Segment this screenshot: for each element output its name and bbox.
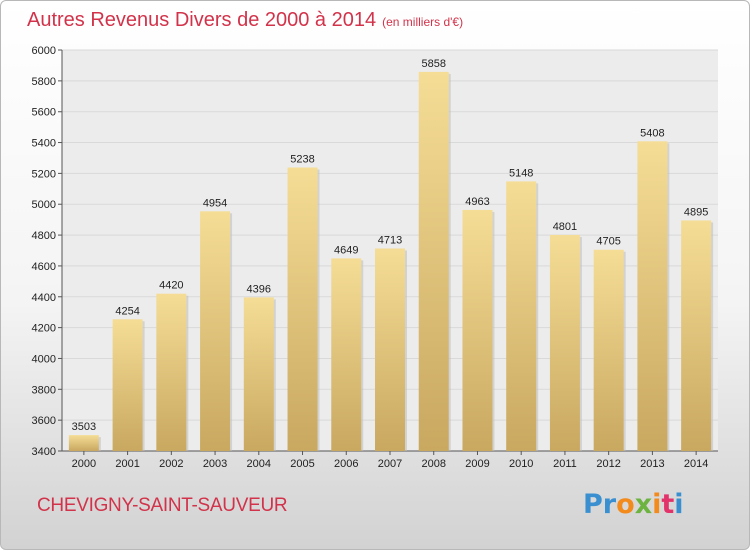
bar [156, 293, 187, 451]
logo-letter: P [583, 489, 603, 520]
bar [506, 181, 537, 452]
y-tick-label: 4400 [32, 292, 56, 304]
bar [68, 435, 99, 451]
data-label: 4801 [553, 221, 577, 233]
x-tick-label: 2011 [553, 458, 577, 470]
logo-letter: x [634, 489, 653, 520]
logo-letter: r [602, 489, 617, 520]
data-label: 4705 [596, 236, 620, 248]
x-tick-label: 2003 [203, 458, 227, 470]
y-tick-label: 3600 [32, 415, 56, 427]
data-label: 4396 [247, 283, 271, 295]
chart-title: Autres Revenus Divers de 2000 à 2014 (en … [27, 9, 463, 32]
bar [593, 249, 624, 451]
data-label: 4254 [115, 305, 139, 317]
y-tick-label: 3800 [32, 384, 56, 396]
x-tick-label: 2010 [509, 458, 533, 470]
data-label: 5858 [421, 58, 445, 70]
y-tick-label: 4000 [32, 353, 56, 365]
x-tick-label: 2012 [596, 458, 620, 470]
location-label: CHEVIGNY-SAINT-SAUVEUR [37, 495, 288, 516]
data-label: 4963 [465, 196, 489, 208]
y-tick-label: 4200 [32, 323, 56, 335]
data-label: 3503 [72, 421, 96, 433]
data-label: 4420 [159, 280, 183, 292]
x-tick-label: 2000 [72, 458, 96, 470]
x-tick-label: 2008 [421, 458, 445, 470]
data-label: 4895 [684, 206, 708, 218]
bar [418, 71, 449, 452]
bar [375, 248, 405, 451]
data-label: 4713 [378, 234, 402, 246]
title-unit: (en milliers d'€) [382, 15, 464, 29]
bar [243, 297, 274, 451]
logo-letter: t [661, 489, 675, 520]
x-tick-label: 2009 [465, 458, 489, 470]
y-tick-label: 6000 [32, 45, 56, 57]
x-tick-label: 2013 [640, 458, 664, 470]
y-tick-label: 5400 [32, 138, 56, 150]
y-tick-label: 5000 [32, 199, 56, 211]
logo-letter: i [652, 489, 662, 520]
bar [112, 319, 143, 451]
x-tick-label: 2007 [378, 458, 402, 470]
y-tick-label: 5200 [32, 168, 56, 180]
bar [462, 209, 493, 451]
logo-letter: i [674, 489, 684, 520]
bar [331, 258, 362, 451]
y-tick-label: 4800 [32, 230, 56, 242]
data-label: 4954 [203, 197, 227, 209]
y-tick-label: 3400 [32, 446, 56, 458]
bar [637, 141, 668, 451]
x-tick-label: 2001 [115, 458, 139, 470]
brand-logo: Proxiti [583, 489, 684, 520]
x-tick-label: 2002 [159, 458, 183, 470]
y-tick-label: 4600 [32, 261, 56, 273]
x-tick-label: 2004 [247, 458, 271, 470]
x-tick-label: 2006 [334, 458, 358, 470]
bar [681, 220, 712, 451]
data-label: 5238 [290, 154, 314, 166]
data-label: 5148 [509, 167, 533, 179]
bar [287, 167, 318, 451]
title-text: Autres Revenus Divers de 2000 à 2014 [27, 9, 377, 31]
bar [549, 234, 580, 451]
data-label: 4649 [334, 244, 358, 256]
logo-letter: o [616, 489, 635, 520]
data-label: 5408 [640, 127, 664, 139]
x-tick-label: 2005 [290, 458, 314, 470]
y-tick-label: 5800 [32, 76, 56, 88]
bar [200, 211, 231, 451]
y-tick-label: 5600 [32, 107, 56, 119]
x-tick-label: 2014 [684, 458, 708, 470]
